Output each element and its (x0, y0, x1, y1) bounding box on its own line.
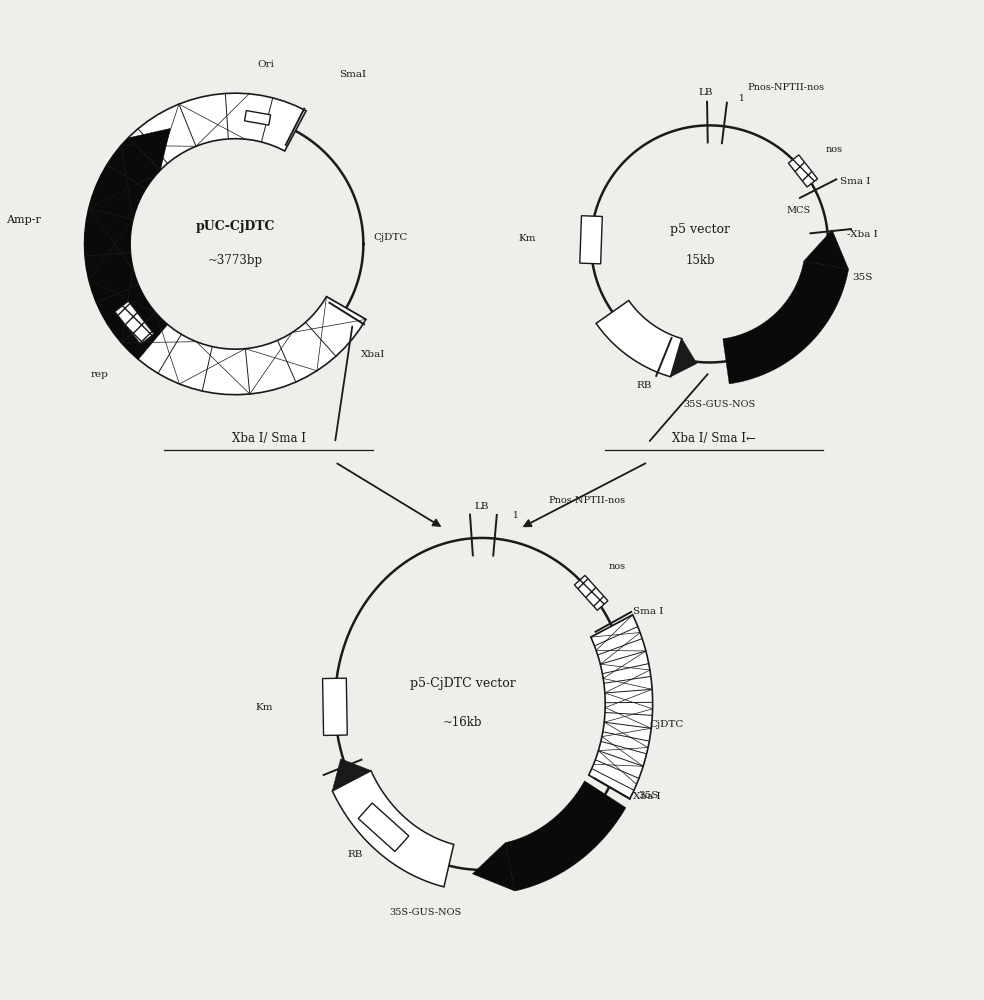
Text: 35S: 35S (852, 273, 872, 282)
Polygon shape (788, 155, 818, 187)
Text: nos: nos (826, 145, 842, 154)
Text: Km: Km (519, 234, 536, 243)
Polygon shape (723, 261, 848, 384)
Polygon shape (588, 615, 652, 799)
Text: Sma I: Sma I (839, 177, 870, 186)
Text: pUC-CjDTC: pUC-CjDTC (196, 220, 276, 233)
Polygon shape (333, 759, 371, 791)
Polygon shape (358, 803, 409, 852)
Text: ~16kb: ~16kb (443, 716, 483, 729)
Text: CjDTC: CjDTC (373, 233, 407, 242)
Text: 15kb: 15kb (685, 254, 714, 267)
Text: Xba I: Xba I (634, 792, 661, 801)
Text: Xba I/ Sma I: Xba I/ Sma I (231, 432, 305, 445)
Text: Sma I: Sma I (634, 607, 663, 616)
Text: nos: nos (609, 562, 626, 571)
Polygon shape (323, 678, 347, 735)
Text: ~3773bp: ~3773bp (208, 254, 263, 267)
Text: p5-CjDTC vector: p5-CjDTC vector (410, 677, 516, 690)
Polygon shape (85, 138, 167, 359)
Text: Pnos-NPTII-nos: Pnos-NPTII-nos (548, 496, 626, 505)
Text: MCS: MCS (787, 206, 811, 215)
Text: LB: LB (698, 88, 712, 97)
Text: Km: Km (256, 703, 274, 712)
Polygon shape (804, 230, 848, 269)
Polygon shape (506, 781, 626, 891)
Polygon shape (596, 301, 682, 377)
Text: Pnos-NPTII-nos: Pnos-NPTII-nos (748, 83, 825, 92)
Text: 1: 1 (739, 94, 745, 103)
Polygon shape (115, 301, 154, 344)
Text: Ori: Ori (257, 60, 274, 69)
Text: -Xba I: -Xba I (846, 230, 878, 239)
Text: 1: 1 (513, 511, 519, 520)
Polygon shape (575, 575, 608, 610)
Text: XbaI: XbaI (361, 350, 386, 359)
Text: RB: RB (636, 381, 651, 390)
Text: RB: RB (347, 850, 363, 859)
Polygon shape (85, 93, 366, 395)
Text: 35S: 35S (639, 791, 658, 800)
Polygon shape (333, 771, 454, 887)
Text: 35S-GUS-NOS: 35S-GUS-NOS (389, 908, 461, 917)
Text: LB: LB (474, 502, 489, 511)
Polygon shape (244, 111, 271, 125)
Text: 35S-GUS-NOS: 35S-GUS-NOS (683, 400, 755, 409)
Polygon shape (128, 128, 170, 170)
Text: Xba I/ Sma I←: Xba I/ Sma I← (672, 432, 757, 445)
Text: CjDTC: CjDTC (649, 720, 684, 729)
Text: SmaI: SmaI (339, 70, 366, 79)
Text: rep: rep (91, 370, 109, 379)
Text: p5 vector: p5 vector (670, 223, 730, 236)
Polygon shape (670, 339, 697, 377)
Polygon shape (472, 843, 515, 891)
Polygon shape (580, 216, 602, 264)
Text: Amp-r: Amp-r (6, 215, 41, 225)
